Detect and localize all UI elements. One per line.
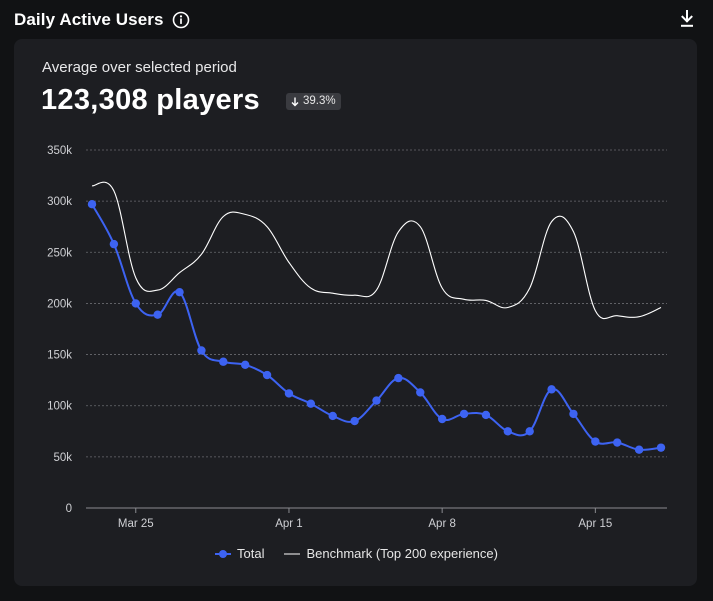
- x-tick-label: Apr 15: [578, 518, 612, 530]
- y-tick-label: 0: [66, 503, 72, 515]
- legend-item-total[interactable]: Total: [215, 546, 264, 561]
- y-tick-label: 200k: [47, 298, 72, 310]
- summary-caption: Average over selected period: [42, 59, 237, 76]
- change-value: 39.3%: [303, 95, 336, 107]
- data-point-total: [306, 399, 316, 408]
- data-point-total: [634, 445, 644, 454]
- data-point-total: [591, 437, 600, 446]
- x-tick-label: Apr 8: [428, 518, 456, 530]
- data-point-total: [503, 427, 513, 436]
- y-tick-label: 250k: [47, 247, 72, 259]
- data-point-total: [87, 200, 97, 209]
- y-tick-label: 100k: [47, 401, 72, 413]
- data-point-total: [175, 287, 184, 297]
- data-point-total: [109, 239, 119, 249]
- legend-item-benchmark[interactable]: Benchmark (Top 200 experience): [284, 546, 498, 561]
- data-point-total: [131, 299, 140, 308]
- change-badge: 39.3%: [286, 93, 341, 110]
- x-tick-label: Apr 1: [275, 518, 303, 530]
- data-point-total: [437, 414, 447, 424]
- data-point-total: [372, 396, 381, 405]
- data-point-total: [481, 410, 491, 420]
- info-icon[interactable]: [172, 11, 190, 29]
- data-point-total: [394, 373, 403, 383]
- data-point-total: [656, 443, 666, 452]
- data-point-total: [197, 346, 206, 355]
- chart-title: Daily Active Users: [14, 10, 164, 29]
- y-tick-label: 300k: [47, 196, 72, 208]
- data-point-total: [328, 411, 337, 421]
- legend-label-total: Total: [237, 546, 265, 561]
- legend-swatch-total: [215, 549, 232, 558]
- data-point-total: [547, 385, 556, 394]
- chart-card: [14, 39, 697, 586]
- arrow-down-icon: [291, 97, 299, 106]
- summary-value: 123,308 players: [41, 84, 260, 116]
- y-tick-label: 350k: [47, 145, 72, 157]
- download-icon[interactable]: [679, 10, 695, 28]
- data-point-total: [525, 427, 534, 436]
- legend: Total Benchmark (Top 200 experience): [0, 546, 713, 561]
- data-point-total: [613, 438, 622, 447]
- series-line-benchmark: [91, 181, 662, 320]
- data-point-total: [262, 370, 272, 380]
- y-tick-label: 50k: [53, 452, 72, 464]
- header: Daily Active Users: [14, 8, 190, 32]
- data-point-total: [284, 389, 294, 398]
- data-point-total: [240, 360, 250, 369]
- data-point-total: [416, 388, 425, 397]
- legend-label-benchmark: Benchmark (Top 200 experience): [306, 546, 498, 561]
- data-point-total: [350, 416, 359, 426]
- x-tick-label: Mar 25: [118, 518, 154, 530]
- data-point-total: [569, 409, 578, 419]
- data-point-total: [219, 357, 228, 366]
- data-point-total: [153, 310, 162, 319]
- data-point-total: [459, 409, 469, 419]
- legend-swatch-benchmark: [284, 553, 301, 554]
- y-tick-label: 150k: [47, 350, 72, 362]
